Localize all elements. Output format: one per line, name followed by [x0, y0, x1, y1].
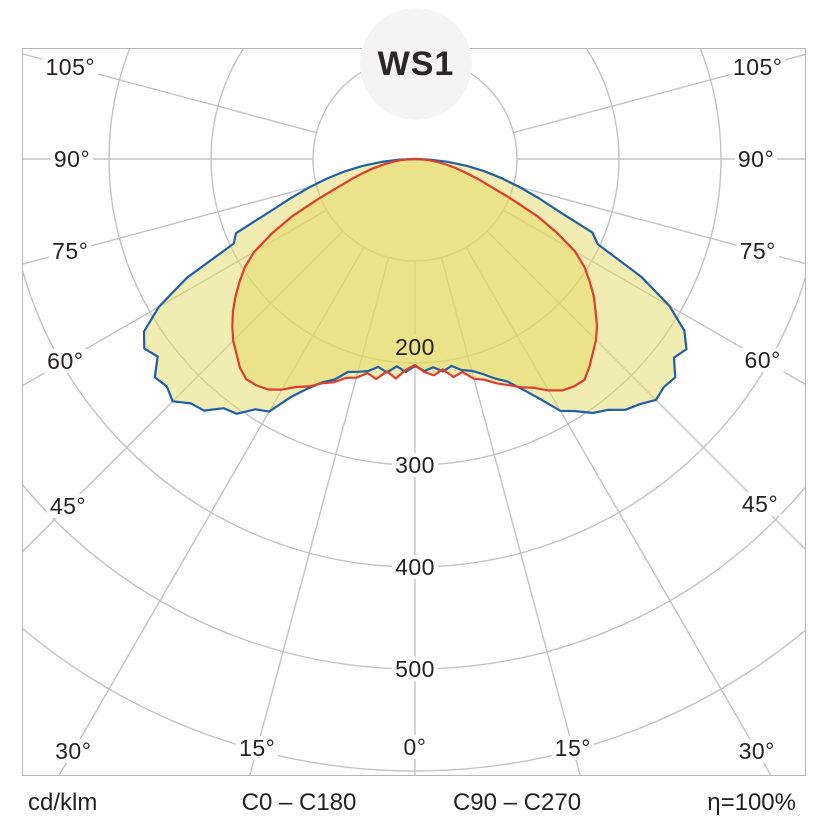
legend-series-c90-c270: C90 – C270: [452, 789, 582, 816]
grid-ray--105: [22, 52, 317, 134]
legend-unit-label: cd/klm: [28, 789, 98, 816]
page-title: WS1: [377, 44, 455, 83]
angle-tick-label-L45: 45°: [46, 494, 90, 518]
angle-tick-label-R0: 0°: [400, 735, 430, 759]
legend-series-c0-c180: C0 – C180: [241, 789, 357, 816]
angle-tick-label-L15: 15°: [236, 736, 279, 760]
angle-tick-label-R45: 45°: [738, 492, 782, 516]
grid-ray-105: [513, 53, 806, 134]
angle-tick-label-R75: 75°: [736, 239, 779, 263]
radial-tick-label-400: 400: [392, 555, 438, 579]
angle-tick-label-L90: 90°: [50, 147, 94, 171]
radial-tick-label-300: 300: [392, 453, 438, 477]
angle-tick-label-R105: 105°: [729, 55, 786, 79]
legend-efficiency-label: η=100%: [707, 789, 796, 816]
angle-tick-label-R60: 60°: [741, 348, 784, 372]
angle-tick-label-R15: 15°: [551, 736, 594, 760]
angle-tick-label-L30: 30°: [52, 739, 95, 763]
angle-tick-label-R90: 90°: [734, 147, 778, 171]
legend: cd/klm C0 – C180 C90 – C270 η=100%: [0, 786, 832, 826]
angle-tick-label-L75: 75°: [49, 239, 92, 263]
curve-c0-c180: [231, 157, 599, 392]
curve-fill-c0-c180: [232, 159, 598, 391]
angle-tick-label-L60: 60°: [44, 349, 87, 373]
radial-tick-label-500: 500: [392, 657, 438, 681]
angle-tick-label-R30: 30°: [735, 739, 778, 763]
grid-ray-75: [513, 184, 806, 265]
title-badge: WS1: [360, 8, 472, 120]
angle-tick-label-L105: 105°: [42, 54, 99, 79]
radial-tick-label-200: 200: [395, 333, 435, 360]
grid-ray--75: [22, 184, 317, 266]
